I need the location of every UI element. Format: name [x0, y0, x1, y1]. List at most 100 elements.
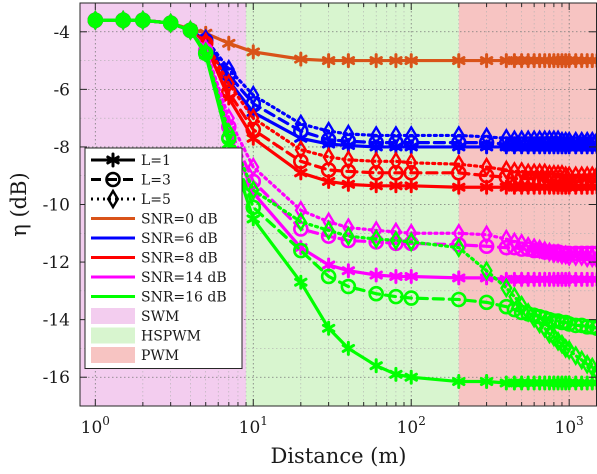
legend-entry-l-3: L=3	[91, 171, 171, 189]
data-series	[87, 9, 597, 391]
data-point-circle	[526, 242, 542, 259]
data-point-circle	[403, 290, 420, 306]
data-point-circle	[589, 245, 597, 262]
data-point-circle	[478, 294, 495, 311]
legend-entry-snr-14-db: SNR=14 dB	[91, 270, 227, 286]
data-point-diamond	[294, 211, 308, 233]
data-point-asterisk	[404, 369, 418, 385]
legend-entry-snr-8-db: SNR=8 dB	[91, 251, 218, 267]
x-tick-label: 103	[555, 414, 584, 438]
data-point-asterisk	[479, 139, 494, 155]
legend-label: SWM	[141, 309, 179, 325]
data-point-diamond	[562, 339, 576, 361]
data-point-asterisk	[369, 178, 383, 194]
data-point-asterisk	[452, 179, 466, 195]
data-point-diamond	[590, 165, 597, 187]
data-point-asterisk	[404, 268, 418, 284]
legend-entry-swm: SWM	[91, 308, 179, 325]
data-point-circle	[320, 268, 337, 285]
x-tick-label: 101	[239, 414, 268, 438]
data-point-asterisk	[452, 374, 466, 390]
data-point-asterisk	[341, 176, 356, 192]
data-point-asterisk	[321, 320, 336, 336]
data-point-asterisk	[389, 178, 403, 194]
data-point-asterisk	[246, 130, 260, 146]
data-point-asterisk	[341, 340, 356, 356]
data-point-diamond	[342, 149, 355, 171]
data-point-asterisk	[116, 12, 130, 28]
data-point-asterisk	[183, 22, 198, 38]
data-point-asterisk	[404, 139, 418, 155]
data-point-asterisk	[389, 139, 403, 155]
data-point-asterisk	[163, 15, 178, 31]
series-line	[93, 18, 597, 261]
data-point-circle	[293, 242, 309, 259]
data-point-diamond	[342, 217, 355, 238]
data-point-asterisk	[590, 139, 597, 155]
data-point-asterisk	[369, 267, 383, 283]
data-point-asterisk	[246, 44, 260, 60]
data-point-asterisk	[199, 47, 213, 63]
data-point-circle	[567, 245, 584, 262]
data-point-asterisk	[136, 12, 150, 28]
legend-label: L=3	[141, 173, 171, 189]
data-point-diamond	[480, 260, 493, 282]
data-point-asterisk	[590, 53, 597, 69]
data-point-asterisk	[341, 137, 356, 153]
y-tick-label: -8	[53, 138, 70, 158]
data-point-asterisk	[321, 173, 336, 189]
data-point-circle	[589, 320, 597, 337]
data-point-asterisk	[389, 268, 403, 284]
data-point-circle	[579, 245, 595, 262]
legend-label: HSPWM	[141, 329, 201, 345]
data-point-circle	[388, 288, 404, 305]
data-point-asterisk	[389, 366, 403, 382]
data-point-asterisk	[452, 270, 466, 286]
data-point-asterisk	[590, 271, 597, 287]
data-point-diamond	[500, 277, 513, 299]
data-point-diamond	[559, 338, 572, 359]
y-tick-label: -14	[43, 311, 70, 331]
axis-ticks: 100 101 102 103 -4 -6 -8 -10 -12 -14 -16	[43, 3, 596, 438]
data-point-asterisk	[294, 165, 308, 181]
data-point-asterisk	[452, 139, 466, 155]
data-point-asterisk	[389, 53, 403, 69]
legend-entry-pwm: PWM	[91, 347, 179, 364]
data-point-asterisk	[106, 152, 120, 168]
data-point-diamond	[247, 179, 260, 201]
data-point-circle	[340, 232, 357, 249]
data-point-circle	[450, 165, 467, 181]
data-point-circle	[498, 298, 515, 315]
data-point-diamond	[590, 361, 597, 382]
data-point-diamond	[322, 220, 335, 241]
data-point-asterisk	[479, 53, 494, 69]
data-point-diamond	[508, 286, 521, 307]
legend-label: SNR=6 dB	[141, 231, 218, 247]
data-point-circle	[498, 239, 515, 256]
data-point-asterisk	[222, 35, 236, 51]
data-point-diamond	[575, 349, 588, 371]
data-point-diamond	[480, 224, 493, 246]
data-point-circle	[589, 173, 597, 190]
data-point-asterisk	[294, 274, 308, 290]
data-point-asterisk	[246, 211, 260, 227]
data-point-asterisk	[479, 179, 494, 195]
data-point-diamond	[369, 150, 383, 172]
legend-label: SNR=8 dB	[141, 251, 218, 267]
data-point-asterisk	[369, 139, 383, 155]
legend-label: L=1	[141, 153, 171, 169]
legend-entry-snr-6-db: SNR=6 dB	[91, 231, 218, 247]
data-point-diamond	[480, 156, 493, 178]
legend-entry-l-5: L=5	[91, 188, 171, 210]
data-point-diamond	[405, 231, 418, 253]
data-point-asterisk	[321, 53, 336, 69]
data-point-circle	[368, 285, 384, 302]
data-point-circle	[567, 317, 584, 334]
region-pwm	[458, 3, 597, 406]
data-point-circle	[105, 171, 121, 188]
data-point-diamond	[452, 237, 465, 259]
data-point-asterisk	[294, 51, 308, 67]
data-point-circle	[579, 319, 595, 335]
data-point-circle	[340, 278, 357, 295]
